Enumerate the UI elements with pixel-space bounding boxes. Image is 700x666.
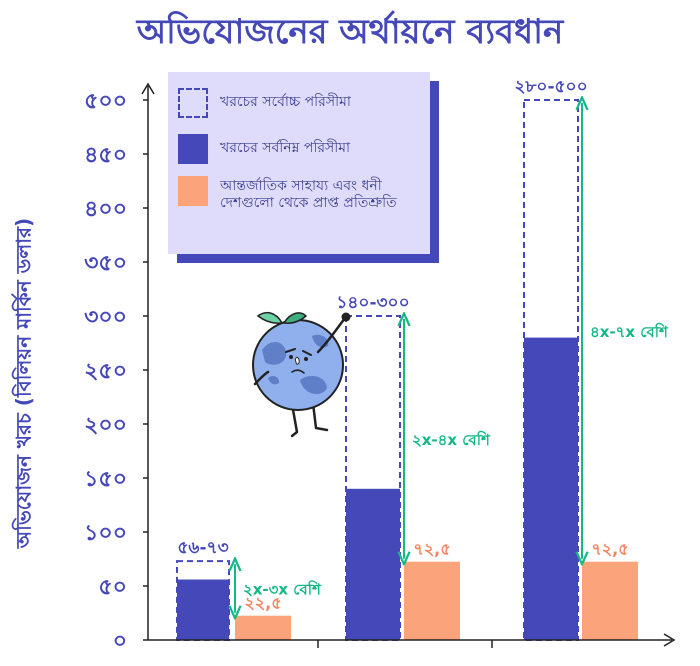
legend-swatch-pledge bbox=[178, 176, 208, 206]
pledge-label-1: ৭২,৫ bbox=[413, 540, 450, 559]
bar-pledge-2 bbox=[582, 561, 638, 640]
y-tick-label-4: ২০০ bbox=[84, 413, 127, 438]
legend-swatch-dashed bbox=[178, 88, 208, 118]
legend-label-upper: খরচের সর্বোচ্চ পরিসীমা bbox=[220, 94, 351, 110]
gap-label-0: ২x-৩x বেশি bbox=[243, 579, 322, 598]
chart-legend: খরচের সর্বোচ্চ পরিসীমা খরচের সর্বনিম্ন প… bbox=[168, 72, 430, 254]
y-tick-label-9: ৪৫০ bbox=[84, 143, 127, 168]
bar-lower-range-2 bbox=[524, 337, 578, 640]
bar-lower-range-1 bbox=[346, 488, 400, 640]
y-tick-label-1: ৫০ bbox=[98, 575, 127, 600]
range-label-0: ৫৬-৭৩ bbox=[177, 538, 228, 558]
gap-label-1: ২x-৪x বেশি bbox=[412, 430, 491, 449]
gap-label-2: ৪x-৭x বেশি bbox=[590, 322, 669, 341]
y-tick-label-0: ০ bbox=[113, 629, 127, 654]
legend-label-pledge: আন্তর্জাতিক সাহায্য এবং ধনী দেশগুলো থেকে… bbox=[220, 178, 397, 211]
legend-label-lower: খরচের সর্বনিম্ন পরিসীমা bbox=[220, 140, 351, 156]
x-axis-arrow bbox=[663, 633, 676, 647]
bar-lower-range-0 bbox=[177, 579, 229, 640]
range-label-1: ১৪০-৩০০ bbox=[336, 293, 409, 313]
y-tick-label-8: ৪০০ bbox=[84, 197, 127, 222]
y-tick-label-7: ৩৫০ bbox=[84, 251, 127, 276]
legend-item-upper: খরচের সর্বোচ্চ পরিসীমা bbox=[178, 88, 420, 118]
y-tick-label-6: ৩০০ bbox=[84, 305, 127, 330]
y-tick-label-5: ২৫০ bbox=[84, 359, 127, 384]
earth-globe-mascot-icon bbox=[252, 311, 351, 438]
pledge-label-0: ২২,৫ bbox=[244, 594, 281, 613]
y-axis-arrow bbox=[141, 82, 155, 95]
legend-item-pledge: আন্তর্জাতিক সাহায্য এবং ধনী দেশগুলো থেকে… bbox=[178, 176, 420, 212]
bar-pledge-0 bbox=[235, 615, 291, 640]
range-label-2: ২৮০-৫০০ bbox=[514, 77, 587, 97]
labels-layer: ৫৬-৭৩ ২২,৫২x-৩x বেশি ১৪০-৩০০ ৭২,৫ ২x-৪x বেশি… bbox=[177, 77, 669, 613]
y-tick-label-2: ১০০ bbox=[84, 521, 127, 546]
y-tick-label-10: ৫০০ bbox=[84, 89, 127, 114]
bar-pledge-1 bbox=[404, 561, 460, 640]
pledge-label-2: ৭২,৫ bbox=[591, 540, 628, 559]
legend-item-lower: খরচের সর্বনিম্ন পরিসীমা bbox=[178, 134, 420, 164]
axes-layer: ০ ৫০ ১০০ ১৫০ ২০০ ২৫০ ৩০০ ৩৫০ ৪০০ ৪৫০ ৫০০ bbox=[84, 82, 676, 654]
y-tick-label-3: ১৫০ bbox=[84, 467, 127, 492]
chart-title: অভিযোজনের অর্থায়নে ব্যবধান bbox=[136, 12, 564, 52]
legend-swatch-solid bbox=[178, 134, 208, 164]
